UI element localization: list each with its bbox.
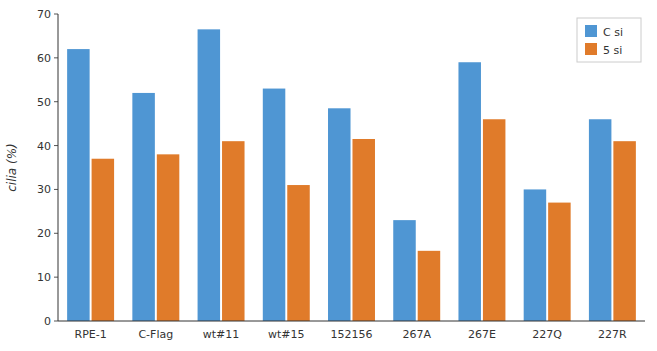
x-tick-label: wt#15 <box>268 328 305 341</box>
y-tick-label: 0 <box>44 315 51 328</box>
legend-swatch <box>585 43 597 55</box>
legend: C si 5 si <box>577 18 641 62</box>
x-tick-label: 267E <box>468 328 496 341</box>
x-tick-label: 267A <box>402 328 431 341</box>
bar <box>613 141 636 321</box>
x-tick-label: wt#11 <box>203 328 240 341</box>
x-tick-label: RPE-1 <box>75 328 107 341</box>
bar <box>328 108 351 321</box>
y-tick <box>54 57 58 58</box>
chart-container: 0 10 20 30 40 50 60 70 RPE-1 C-Flag wt#11 wt#15 1521… <box>0 0 657 351</box>
x-axis: RPE-1 C-Flag wt#11 wt#15 152156 267A 267E 227Q 2… <box>75 328 628 341</box>
y-tick <box>54 233 58 234</box>
bar <box>589 119 612 321</box>
bar <box>524 189 547 321</box>
legend-swatch <box>585 25 597 37</box>
y-tick <box>54 321 58 322</box>
y-tick-label: 60 <box>37 52 51 65</box>
bar <box>157 154 180 321</box>
bar <box>132 93 155 321</box>
bar <box>67 49 90 321</box>
x-tick-label: 152156 <box>331 328 373 341</box>
bar <box>198 29 221 321</box>
y-tick <box>54 277 58 278</box>
legend-label: C si <box>603 26 623 39</box>
x-tick-label: 227R <box>598 328 627 341</box>
y-tick-label: 70 <box>37 8 51 21</box>
y-tick-label: 50 <box>37 96 51 109</box>
x-tick-label: 227Q <box>532 328 562 341</box>
legend-box <box>577 18 641 62</box>
bar <box>548 203 571 321</box>
y-tick-label: 10 <box>37 271 51 284</box>
y-tick <box>54 189 58 190</box>
y-tick <box>54 101 58 102</box>
bar <box>222 141 245 321</box>
bar <box>287 185 310 321</box>
y-tick-label: 20 <box>37 227 51 240</box>
legend-label: 5 si <box>603 44 622 57</box>
y-axis-label: cilia (%) <box>5 143 19 192</box>
y-tick <box>54 145 58 146</box>
y-axis-line <box>58 14 59 321</box>
bar <box>483 119 506 321</box>
x-tick-label: C-Flag <box>138 328 173 341</box>
bar <box>393 220 416 321</box>
bar <box>352 139 375 321</box>
y-axis: 0 10 20 30 40 50 60 70 <box>37 8 58 328</box>
bar <box>92 159 115 321</box>
bar <box>458 62 481 321</box>
chart-svg: 0 10 20 30 40 50 60 70 RPE-1 C-Flag wt#11 wt#15 1521… <box>0 0 657 351</box>
y-tick <box>54 14 58 15</box>
bar <box>418 251 441 321</box>
bars <box>67 29 636 321</box>
x-axis-line <box>58 321 645 322</box>
y-tick-label: 30 <box>37 183 51 196</box>
bar <box>263 89 286 321</box>
y-tick-label: 40 <box>37 140 51 153</box>
